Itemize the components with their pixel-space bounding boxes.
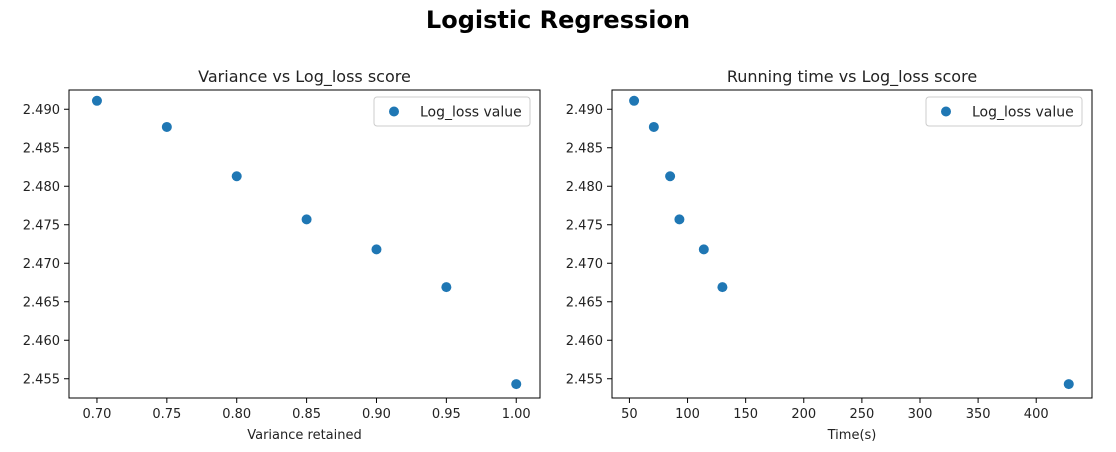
chart1-data-point <box>161 121 172 132</box>
chart1-y-tick-label: 2.490 <box>23 103 60 118</box>
chart2-x-tick-label: 100 <box>675 407 700 422</box>
chart1-data-point <box>371 244 382 255</box>
chart2-data-point <box>665 171 676 182</box>
chart1-axes-frame <box>68 89 541 399</box>
chart2-data-point <box>674 214 685 225</box>
chart1-legend-label: Log_loss value <box>420 105 522 121</box>
chart2-y-tick-label: 2.470 <box>566 257 603 272</box>
chart1-y-tick-label: 2.465 <box>23 295 60 310</box>
chart2-x-tick-label: 250 <box>849 407 874 422</box>
chart2-legend-marker <box>941 106 951 117</box>
chart2-y-tick-label: 2.475 <box>566 218 603 233</box>
chart1-x-axis-label: Variance retained <box>247 428 362 443</box>
chart1-legend-marker <box>389 106 399 117</box>
chart1-x-tick-label: 0.80 <box>222 407 251 422</box>
chart2-y-tick-label: 2.490 <box>566 103 603 118</box>
chart1-data-point <box>441 282 452 293</box>
chart1-x-tick-label: 0.75 <box>152 407 181 422</box>
chart1-y-tick-label: 2.460 <box>23 334 60 349</box>
chart1-y-tick-label: 2.455 <box>23 372 60 387</box>
chart2-data-point <box>629 95 640 106</box>
chart1-legend-box <box>373 96 531 127</box>
chart2-y-tick-label: 2.465 <box>566 295 603 310</box>
chart1-y-tick-label: 2.480 <box>23 180 60 195</box>
chart2-x-tick-label: 200 <box>791 407 816 422</box>
chart1-data-point <box>91 95 102 106</box>
chart1-y-tick-label: 2.485 <box>23 141 60 156</box>
chart2-legend-label: Log_loss value <box>972 105 1074 121</box>
chart2-data-point <box>648 121 659 132</box>
chart1-x-tick-label: 0.90 <box>362 407 391 422</box>
chart2-y-tick-label: 2.480 <box>566 180 603 195</box>
chart1-data-point <box>231 171 242 182</box>
chart1-x-tick-label: 0.85 <box>292 407 321 422</box>
chart1-x-tick-label: 0.70 <box>82 407 111 422</box>
chart1-x-tick-label: 1.00 <box>502 407 531 422</box>
chart2-y-tick-label: 2.460 <box>566 334 603 349</box>
chart2-y-tick-label: 2.455 <box>566 372 603 387</box>
chart2-data-point <box>717 282 728 293</box>
chart1-data-point <box>511 379 522 390</box>
chart2-axes-frame <box>611 89 1093 399</box>
chart1-y-tick-label: 2.475 <box>23 218 60 233</box>
figure-title: Logistic Regression <box>425 6 691 34</box>
chart2-legend-box <box>925 96 1083 127</box>
chart2-x-tick-label: 150 <box>733 407 758 422</box>
chart1-title: Variance vs Log_loss score <box>198 67 411 87</box>
chart2-x-tick-label: 300 <box>908 407 933 422</box>
chart2-title: Running time vs Log_loss score <box>727 67 977 87</box>
chart2-data-point <box>698 244 709 255</box>
chart1-data-point <box>301 214 312 225</box>
chart2-data-point <box>1063 379 1074 390</box>
chart2-y-tick-label: 2.485 <box>566 141 603 156</box>
chart2-x-axis-label: Time(s) <box>827 428 877 443</box>
chart2-x-tick-label: 400 <box>1024 407 1049 422</box>
chart1-x-tick-label: 0.95 <box>432 407 461 422</box>
chart1-y-tick-label: 2.470 <box>23 257 60 272</box>
chart2-x-tick-label: 350 <box>966 407 991 422</box>
chart2-x-tick-label: 50 <box>621 407 638 422</box>
